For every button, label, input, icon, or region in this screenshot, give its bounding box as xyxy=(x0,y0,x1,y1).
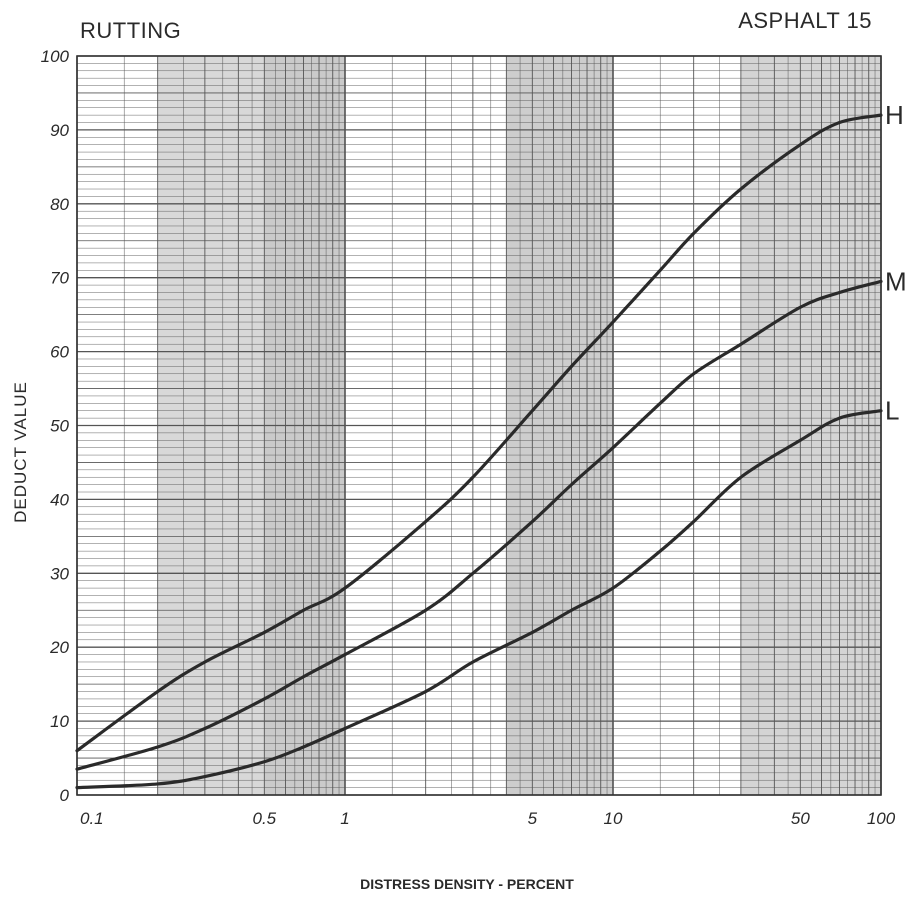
x-tick-label: 5 xyxy=(528,809,538,828)
curve-h xyxy=(75,113,883,753)
series-label-m: M xyxy=(885,266,907,296)
x-tick-label: 1 xyxy=(340,809,349,828)
grid xyxy=(76,55,882,796)
y-tick-label: 60 xyxy=(50,343,69,362)
y-tick-label: 50 xyxy=(50,417,69,436)
y-tick-labels: 0 10 20 30 40 50 60 70 80 90 100 xyxy=(41,47,70,805)
curve-l xyxy=(75,409,883,790)
y-tick-label: 100 xyxy=(41,47,70,66)
x-tick-label: 10 xyxy=(604,809,623,828)
x-tick-label: 100 xyxy=(867,809,896,828)
y-tick-label: 80 xyxy=(50,195,69,214)
series-label-h: H xyxy=(885,100,904,130)
curves xyxy=(75,113,883,790)
series-labels: H M L xyxy=(885,100,907,426)
curve-m xyxy=(75,279,883,771)
y-tick-label: 20 xyxy=(49,638,69,657)
series-label-l: L xyxy=(885,396,899,426)
plot-frame xyxy=(76,55,882,796)
y-tick-label: 70 xyxy=(50,269,69,288)
y-tick-label: 40 xyxy=(50,490,69,509)
x-tick-label: 0.1 xyxy=(80,809,104,828)
y-tick-label: 90 xyxy=(50,121,69,140)
x-tick-label: 0.5 xyxy=(253,809,277,828)
y-tick-label: 30 xyxy=(50,564,69,583)
y-tick-label: 0 xyxy=(60,786,70,805)
x-tick-labels: 0.1 0.5 1 5 10 50 100 xyxy=(80,809,896,828)
chart-title: RUTTING xyxy=(80,18,181,43)
y-tick-label: 10 xyxy=(50,712,69,731)
y-axis-label: DEDUCT VALUE xyxy=(11,381,30,523)
chart-subtitle: ASPHALT 15 xyxy=(738,8,872,33)
x-tick-label: 50 xyxy=(791,809,810,828)
x-axis-label: DISTRESS DENSITY - PERCENT xyxy=(360,876,574,892)
